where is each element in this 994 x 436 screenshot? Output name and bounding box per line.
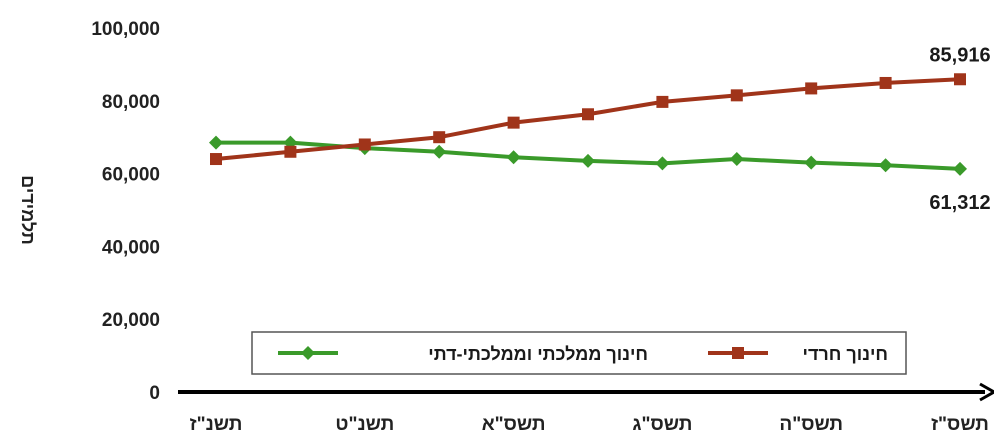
- x-tick-label: תשס"ה: [779, 414, 843, 435]
- series-1-point: [284, 145, 297, 158]
- y-tick-label: 40,000: [102, 237, 160, 258]
- series-1-point: [656, 95, 669, 108]
- series-0-point: [655, 156, 670, 171]
- series-1-point: [805, 82, 818, 95]
- legend: חינוך חרדי חינוך ממלכתי וממלכתי-דתי: [251, 331, 907, 375]
- legend-label-series-1: חינוך חרדי: [803, 344, 888, 364]
- y-tick-label: 60,000: [102, 165, 160, 186]
- y-axis-label: תלמידים: [18, 175, 38, 245]
- x-axis-arrowhead: [979, 382, 994, 402]
- y-tick-label: 100,000: [91, 19, 160, 40]
- series-0-point: [581, 153, 595, 168]
- series-layer: [209, 73, 967, 176]
- series-1-point: [730, 89, 743, 102]
- series-1-point: [358, 138, 371, 151]
- series-0-point: [878, 158, 893, 173]
- legend-entry-series-0: חינוך ממלכתי וממלכתי-דתי: [278, 344, 648, 364]
- legend-marker-series-0: [301, 346, 315, 360]
- series-0-point: [506, 150, 521, 165]
- x-axis: [178, 382, 994, 402]
- series-1-point: [879, 76, 892, 89]
- x-axis-ticks: תשנ"ז תשנ"ט תשס"א תשס"ג תשס"ה תשס"ז: [190, 414, 989, 435]
- series-1-point: [507, 116, 520, 129]
- series-0-point: [209, 135, 223, 150]
- x-tick-label: תשס"ז: [931, 414, 989, 435]
- y-tick-label: 80,000: [102, 92, 160, 113]
- legend-entry-series-1: חינוך חרדי: [708, 344, 888, 364]
- data-label: 61,312: [929, 192, 990, 214]
- series-1-point: [582, 108, 594, 121]
- legend-marker-series-1: [732, 347, 744, 359]
- y-axis-ticks: 0 20,000 40,000 60,000 80,000 100,000: [91, 19, 160, 404]
- x-tick-label: תשס"ג: [632, 414, 692, 435]
- series-0-point: [804, 155, 819, 170]
- legend-label-series-0: חינוך ממלכתי וממלכתי-דתי: [428, 344, 648, 364]
- x-tick-label: תשס"א: [482, 414, 546, 435]
- series-0-point: [953, 161, 967, 176]
- series-1-point: [210, 153, 222, 166]
- data-label: 85,916: [929, 44, 990, 66]
- x-tick-label: תשנ"ט: [335, 414, 394, 435]
- series-0-point: [729, 152, 744, 167]
- y-tick-label: 20,000: [102, 310, 160, 331]
- series-1-point: [954, 73, 966, 86]
- series-1-point: [433, 131, 446, 144]
- data-labels: 85,916 61,312: [929, 44, 990, 214]
- legend-box: [251, 331, 907, 375]
- series-0-point: [432, 144, 447, 159]
- x-tick-label: תשנ"ז: [190, 414, 243, 435]
- y-tick-label: 0: [149, 383, 160, 404]
